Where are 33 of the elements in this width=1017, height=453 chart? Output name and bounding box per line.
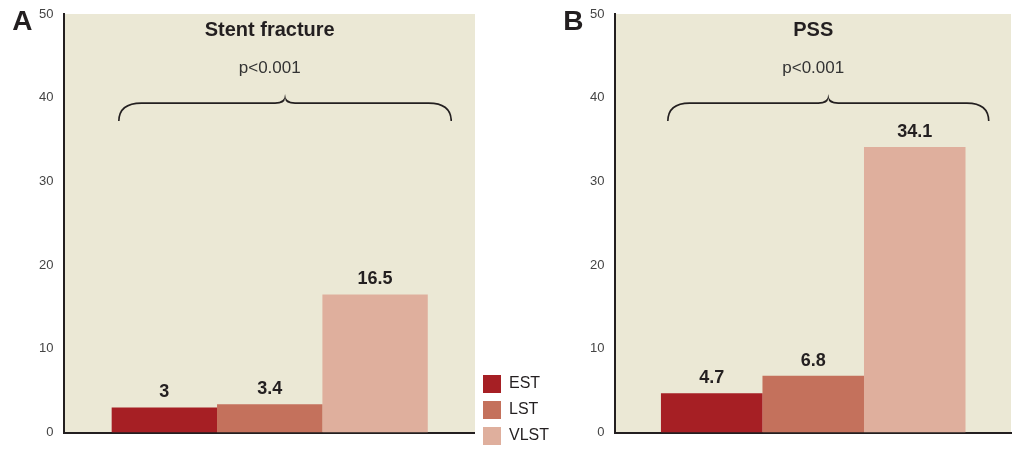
y-tick-label: 10 [589, 340, 605, 356]
bar [660, 393, 763, 433]
y-tick-label: 50 [589, 5, 605, 21]
bar [322, 294, 428, 433]
annotation: p<0.001 [782, 58, 845, 78]
y-tick-label: 20 [589, 256, 605, 272]
y-tick-label: 0 [46, 424, 54, 440]
text: B [563, 5, 584, 37]
legend-label: EST [508, 374, 541, 392]
data-label: 4.7 [699, 367, 725, 388]
y-tick-label: 40 [589, 89, 605, 105]
data-label: 16.5 [357, 268, 393, 289]
bar [863, 147, 966, 433]
data-label: 3 [159, 381, 170, 402]
data-label: 34.1 [897, 121, 933, 142]
text: A [12, 5, 33, 37]
y-tick-label: 50 [38, 5, 54, 21]
bar [111, 407, 218, 433]
legend-label: VLST [508, 426, 550, 444]
y-tick-label: 30 [38, 173, 54, 189]
y-tick-label: 30 [589, 173, 605, 189]
bar [762, 375, 864, 433]
data-label: 3.4 [257, 378, 283, 399]
y-tick-label: 10 [38, 340, 54, 356]
annotation: p<0.001 [238, 58, 301, 78]
chart-title: PSS [793, 18, 834, 41]
y-tick-label: 40 [38, 89, 54, 105]
chart-title: Stent fracture [204, 18, 335, 41]
bar [217, 404, 323, 433]
legend-label: LST [508, 400, 539, 418]
data-label: 6.8 [800, 349, 826, 370]
y-tick-label: 0 [597, 424, 605, 440]
y-tick-label: 20 [38, 256, 54, 272]
